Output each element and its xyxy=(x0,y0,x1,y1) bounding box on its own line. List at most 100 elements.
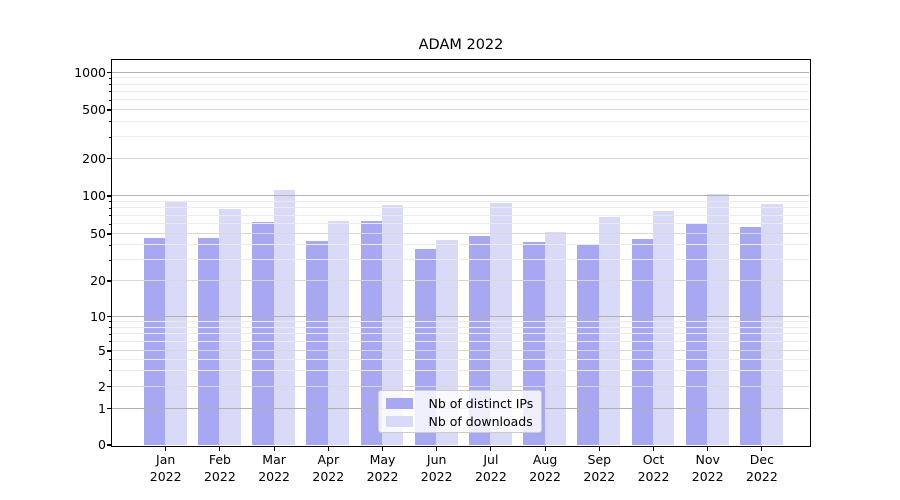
y-tick-mark xyxy=(106,280,111,282)
x-tick-mark xyxy=(761,446,763,451)
y-minor-tick-mark xyxy=(108,215,111,217)
legend-label: Nb of distinct IPs xyxy=(428,396,534,412)
x-tick-year: 2022 xyxy=(529,468,561,484)
y-tick-mark xyxy=(106,315,111,318)
x-tick-mark xyxy=(219,446,221,451)
y-tick-label: 50 xyxy=(90,226,106,241)
x-tick-year: 2022 xyxy=(420,468,453,484)
x-tick-year: 2022 xyxy=(203,468,236,484)
x-tick-mark xyxy=(381,446,384,451)
y-tick-mark xyxy=(106,407,111,410)
minor-gridline xyxy=(112,369,809,371)
x-tick-month: Aug xyxy=(532,452,558,467)
x-tick-year: 2022 xyxy=(691,468,724,484)
y-tick-label: 100 xyxy=(82,188,106,203)
minor-gridline xyxy=(112,320,809,322)
minor-gridline xyxy=(112,136,809,138)
bar-sep-downloads xyxy=(598,217,621,445)
y-tick-label: 5 xyxy=(98,343,106,358)
minor-gridline xyxy=(112,77,809,79)
x-tick-label-feb: Feb 2022 xyxy=(188,452,252,485)
legend-entry: Nb of distinct IPs xyxy=(379,395,541,413)
x-tick-label-dec: Dec 2022 xyxy=(730,452,794,485)
y-minor-tick-mark xyxy=(108,136,111,138)
x-tick-year: 2022 xyxy=(312,468,345,484)
x-tick-month: May xyxy=(369,452,396,467)
y-minor-tick-mark xyxy=(108,321,111,323)
y-tick-mark xyxy=(106,350,111,352)
bar-may-downloads xyxy=(382,205,404,445)
y-tick-label: 1 xyxy=(98,400,106,416)
chart-title: ADAM 2022 xyxy=(418,37,504,53)
grid-layer xyxy=(112,60,809,445)
plot-area xyxy=(111,58,811,447)
x-tick-month: Oct xyxy=(642,452,665,467)
bar-dec-ips xyxy=(740,227,762,445)
x-tick-year: 2022 xyxy=(745,468,778,484)
legend-label: Nb of downloads xyxy=(428,413,533,429)
x-tick-month: Mar xyxy=(262,452,286,467)
minor-gridline xyxy=(112,326,809,328)
y-tick-label: 1000 xyxy=(74,64,106,80)
x-tick-mark xyxy=(652,446,655,451)
y-minor-tick-mark xyxy=(108,359,111,361)
y-tick-mark xyxy=(106,444,111,446)
legend-entry: Nb of downloads xyxy=(379,413,541,431)
x-tick-label-may: May 2022 xyxy=(351,452,415,485)
bar-dec-downloads xyxy=(761,204,783,445)
bar-aug-downloads xyxy=(544,232,566,445)
x-tick-month: Feb xyxy=(208,452,231,467)
y-tick-label: 10 xyxy=(90,308,106,324)
x-tick-mark xyxy=(273,446,275,451)
bar-sep-ips xyxy=(577,244,599,445)
minor-gridline xyxy=(112,99,809,101)
y-tick-mark xyxy=(106,385,111,388)
y-tick-mark xyxy=(106,233,111,235)
y-tick-label: 2 xyxy=(98,378,106,394)
y-minor-tick-mark xyxy=(108,327,111,329)
major-gridline xyxy=(112,385,809,387)
y-minor-tick-mark xyxy=(108,99,111,101)
x-tick-label-oct: Oct 2022 xyxy=(622,452,686,485)
decade-gridline xyxy=(112,315,809,317)
x-tick-year: 2022 xyxy=(366,468,399,484)
y-minor-tick-mark xyxy=(108,259,111,261)
x-tick-mark xyxy=(327,446,329,451)
y-tick-mark xyxy=(106,71,111,74)
major-gridline xyxy=(112,157,809,159)
y-minor-tick-mark xyxy=(108,121,111,123)
y-tick-mark xyxy=(106,157,111,160)
minor-gridline xyxy=(112,244,809,246)
y-minor-tick-mark xyxy=(108,207,111,209)
minor-gridline xyxy=(112,90,809,92)
y-minor-tick-mark xyxy=(108,244,111,246)
x-tick-month: Apr xyxy=(317,452,340,467)
minor-gridline xyxy=(112,340,809,342)
y-minor-tick-mark xyxy=(108,370,111,372)
minor-gridline xyxy=(112,223,809,224)
bar-mar-downloads xyxy=(273,190,295,445)
x-tick-mark xyxy=(436,446,438,451)
legend-swatch-downloads xyxy=(385,415,413,427)
major-gridline xyxy=(112,350,809,351)
y-tick-label: 20 xyxy=(90,273,106,288)
x-tick-month: Nov xyxy=(695,452,720,467)
x-tick-mark xyxy=(598,446,600,451)
y-tick-label: 0 xyxy=(98,437,106,452)
x-tick-mark xyxy=(707,446,709,451)
bar-jul-downloads xyxy=(490,202,512,445)
x-tick-label-apr: Apr 2022 xyxy=(296,452,360,485)
minor-gridline xyxy=(112,83,809,85)
y-minor-tick-mark xyxy=(108,77,111,79)
major-gridline xyxy=(112,280,809,281)
x-tick-label-jun: Jun 2022 xyxy=(405,452,469,485)
minor-gridline xyxy=(112,333,809,335)
x-tick-year: 2022 xyxy=(583,468,616,484)
minor-gridline xyxy=(112,200,809,202)
legend: Nb of distinct IPs Nb of downloads xyxy=(377,390,542,433)
y-minor-tick-mark xyxy=(108,91,111,93)
x-tick-label-nov: Nov 2022 xyxy=(676,452,740,485)
minor-gridline xyxy=(112,358,809,360)
bar-may-ips xyxy=(360,220,382,445)
